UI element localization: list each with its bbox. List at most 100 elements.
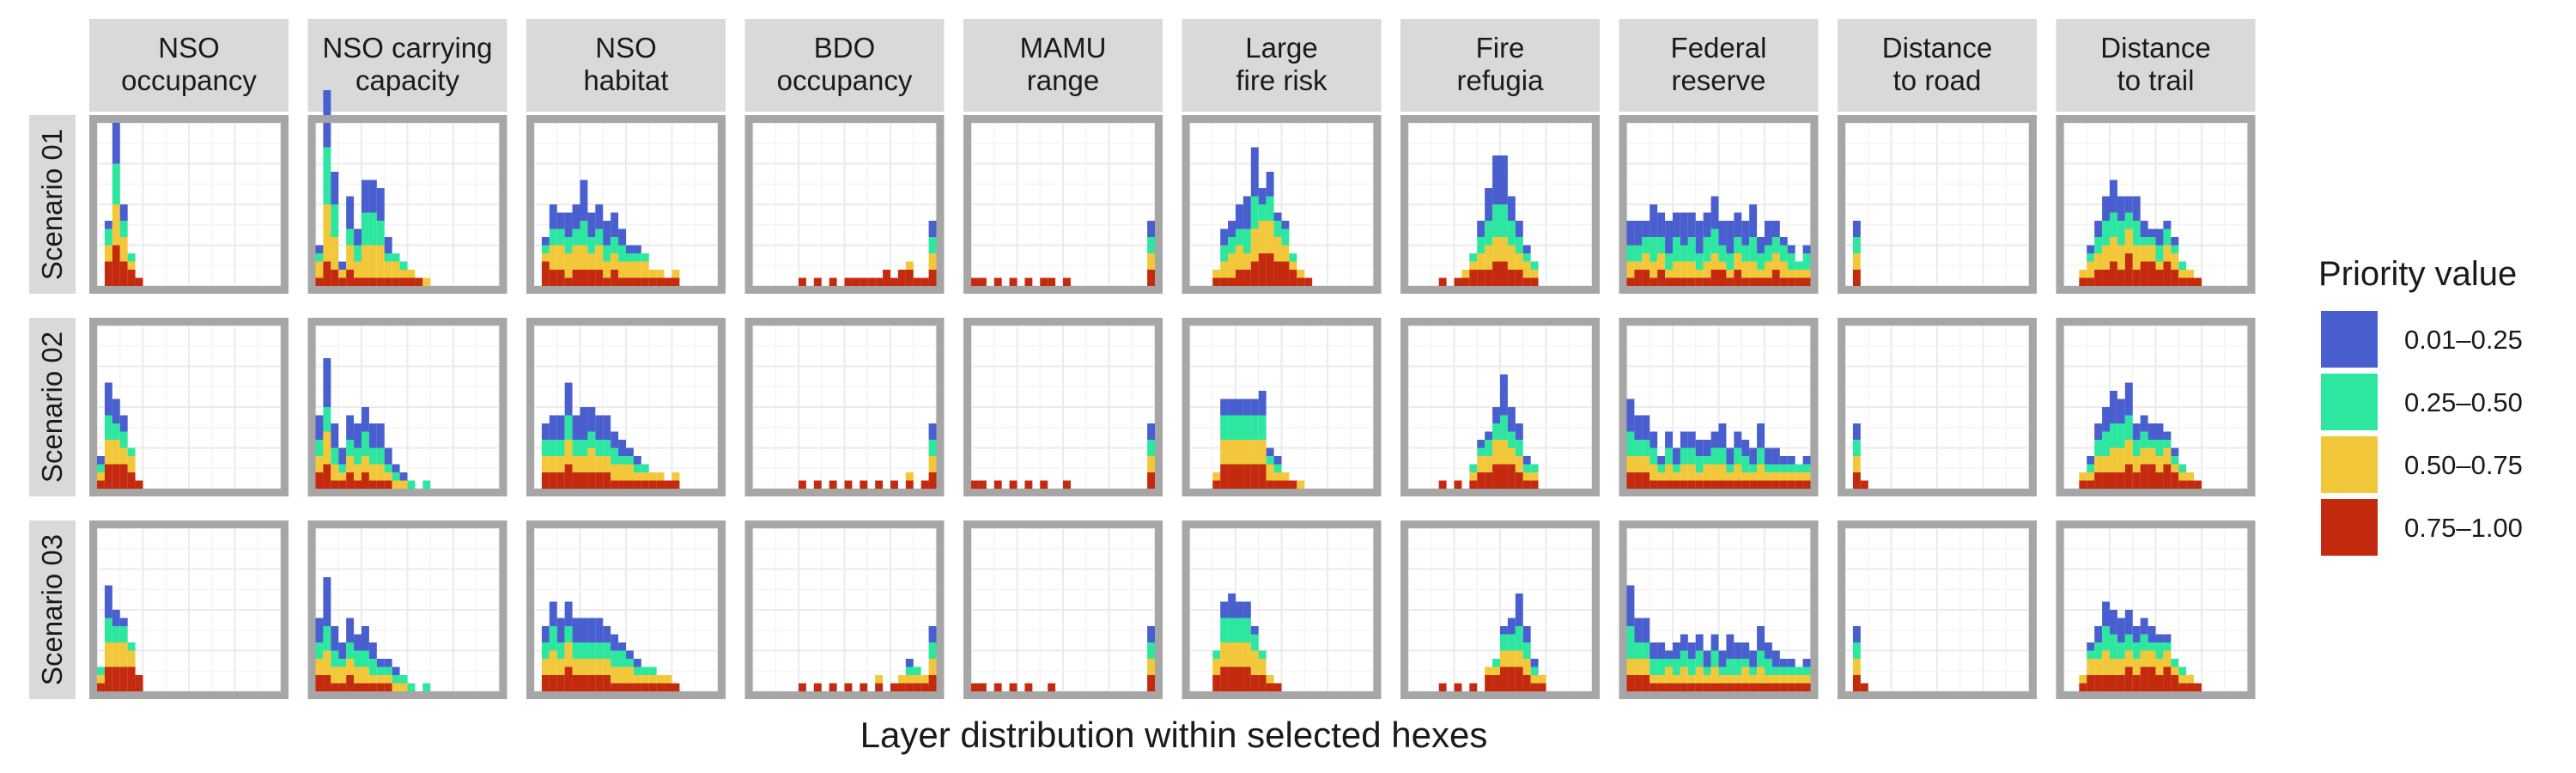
histogram-bar-segment — [648, 480, 657, 489]
histogram-bar-segment — [112, 204, 120, 246]
histogram-bar-segment — [1626, 399, 1635, 432]
histogram-bar-segment — [1765, 675, 1772, 684]
facet-panel — [1838, 318, 2037, 496]
histogram-bar-segment — [564, 382, 573, 416]
histogram-bar-segment — [611, 431, 619, 448]
histogram-bar-segment — [1220, 399, 1229, 416]
facet-panel — [1400, 318, 1600, 496]
histogram-bar-segment — [2087, 472, 2095, 481]
histogram-bar-segment — [2124, 382, 2133, 416]
histogram-bar-segment — [1787, 659, 1795, 667]
histogram-bar-segment — [1852, 456, 1861, 472]
histogram-bar-segment — [1477, 440, 1485, 448]
histogram-bar-segment — [1530, 659, 1539, 667]
histogram-bar-segment — [541, 626, 550, 642]
histogram-bar-segment — [2110, 610, 2117, 635]
histogram-bar-segment — [1273, 261, 1282, 286]
histogram-bar-segment — [2094, 472, 2103, 489]
histogram-bar-segment — [1492, 261, 1500, 286]
histogram-bar-segment — [2094, 270, 2103, 286]
histogram-bar-segment — [1749, 472, 1758, 481]
histogram-bar-segment — [1469, 253, 1478, 262]
histogram-bar-segment — [1795, 666, 1803, 675]
histogram-bar-segment — [875, 683, 884, 691]
histogram-bar-segment — [135, 277, 143, 286]
histogram-bar-segment — [323, 675, 331, 691]
histogram-bar-segment — [1228, 642, 1236, 667]
histogram-bar-segment — [541, 423, 550, 440]
histogram-bar-segment — [641, 675, 649, 684]
histogram-bar-segment — [595, 642, 604, 659]
histogram-bar-segment — [633, 277, 641, 286]
histogram-bar-segment — [422, 480, 431, 489]
histogram-bar-segment — [1771, 675, 1780, 684]
histogram-bar-segment — [1757, 464, 1765, 481]
histogram-bar-segment — [2117, 447, 2125, 472]
histogram-bar-segment — [1522, 642, 1531, 659]
histogram-bar-segment — [1665, 270, 1673, 278]
histogram-bar-segment — [1734, 675, 1742, 684]
histogram-bar-segment — [1852, 626, 1861, 642]
histogram-bar-segment — [331, 626, 339, 651]
histogram-bar-segment — [1485, 188, 1493, 221]
histogram-bar-segment — [572, 618, 580, 642]
histogram-bar-segment — [1710, 683, 1719, 691]
histogram-bar-segment — [2148, 447, 2156, 465]
histogram-bar-segment — [1779, 261, 1788, 278]
histogram-bar-segment — [641, 472, 649, 481]
histogram-bar-segment — [1687, 480, 1696, 489]
histogram-bar-segment — [1649, 277, 1658, 286]
histogram-bar-segment — [1695, 634, 1704, 651]
histogram-bar-segment — [1787, 480, 1795, 489]
histogram-bar-segment — [2079, 675, 2087, 684]
histogram-bar-segment — [1454, 277, 1462, 286]
histogram-bar-segment — [1220, 642, 1229, 667]
histogram-bar-segment — [993, 683, 1002, 691]
histogram-bar-segment — [1626, 456, 1635, 472]
histogram-bar-segment — [1802, 659, 1811, 667]
histogram-bar-segment — [1522, 464, 1531, 472]
column-strip-background — [307, 19, 507, 112]
histogram-bar-segment — [1048, 683, 1056, 691]
histogram-bar-segment — [1852, 659, 1861, 675]
histogram-bar-segment — [1048, 277, 1056, 286]
histogram-bar-segment — [2171, 270, 2179, 286]
histogram-bar-segment — [656, 277, 665, 286]
histogram-bar-segment — [1250, 228, 1259, 262]
histogram-bar-segment — [2155, 228, 2164, 246]
histogram-bar-segment — [1250, 415, 1259, 440]
histogram-bar-segment — [549, 675, 557, 691]
histogram-bar-segment — [656, 675, 665, 684]
histogram-bar-segment — [384, 659, 392, 667]
histogram-bar-segment — [2178, 675, 2187, 684]
histogram-bar-segment — [587, 431, 596, 448]
histogram-bar-segment — [671, 277, 680, 286]
histogram-bar-segment — [112, 245, 120, 286]
histogram-bar-segment — [361, 666, 369, 684]
histogram-bar-segment — [1710, 464, 1719, 481]
histogram-bar-segment — [671, 270, 680, 278]
histogram-bar-segment — [541, 253, 550, 262]
histogram-bar-segment — [1236, 245, 1243, 270]
histogram-bar-segment — [323, 650, 331, 675]
histogram-bar-segment — [603, 277, 611, 286]
histogram-bar-segment — [1710, 431, 1719, 448]
histogram-bar-segment — [1024, 683, 1033, 691]
histogram-bar-segment — [104, 618, 112, 642]
histogram-bar-segment — [860, 683, 868, 691]
histogram-bar-segment — [2102, 650, 2110, 675]
column-strip-label: MAMU — [1020, 32, 1107, 64]
histogram-bar-segment — [1469, 472, 1478, 481]
legend-label: 0.75–1.00 — [2404, 513, 2523, 543]
column-strip-background — [963, 19, 1163, 112]
histogram-bar-segment — [626, 277, 634, 286]
histogram-bar-segment — [897, 675, 906, 684]
histogram-bar-segment — [104, 245, 112, 262]
histogram-bar-segment — [119, 626, 128, 642]
histogram-bar-segment — [928, 440, 937, 456]
histogram-bar-segment — [1657, 212, 1666, 237]
histogram-bar-segment — [1507, 221, 1516, 246]
histogram-bar-segment — [338, 464, 347, 472]
histogram-bar-segment — [392, 480, 400, 489]
histogram-bar-segment — [1665, 221, 1673, 253]
